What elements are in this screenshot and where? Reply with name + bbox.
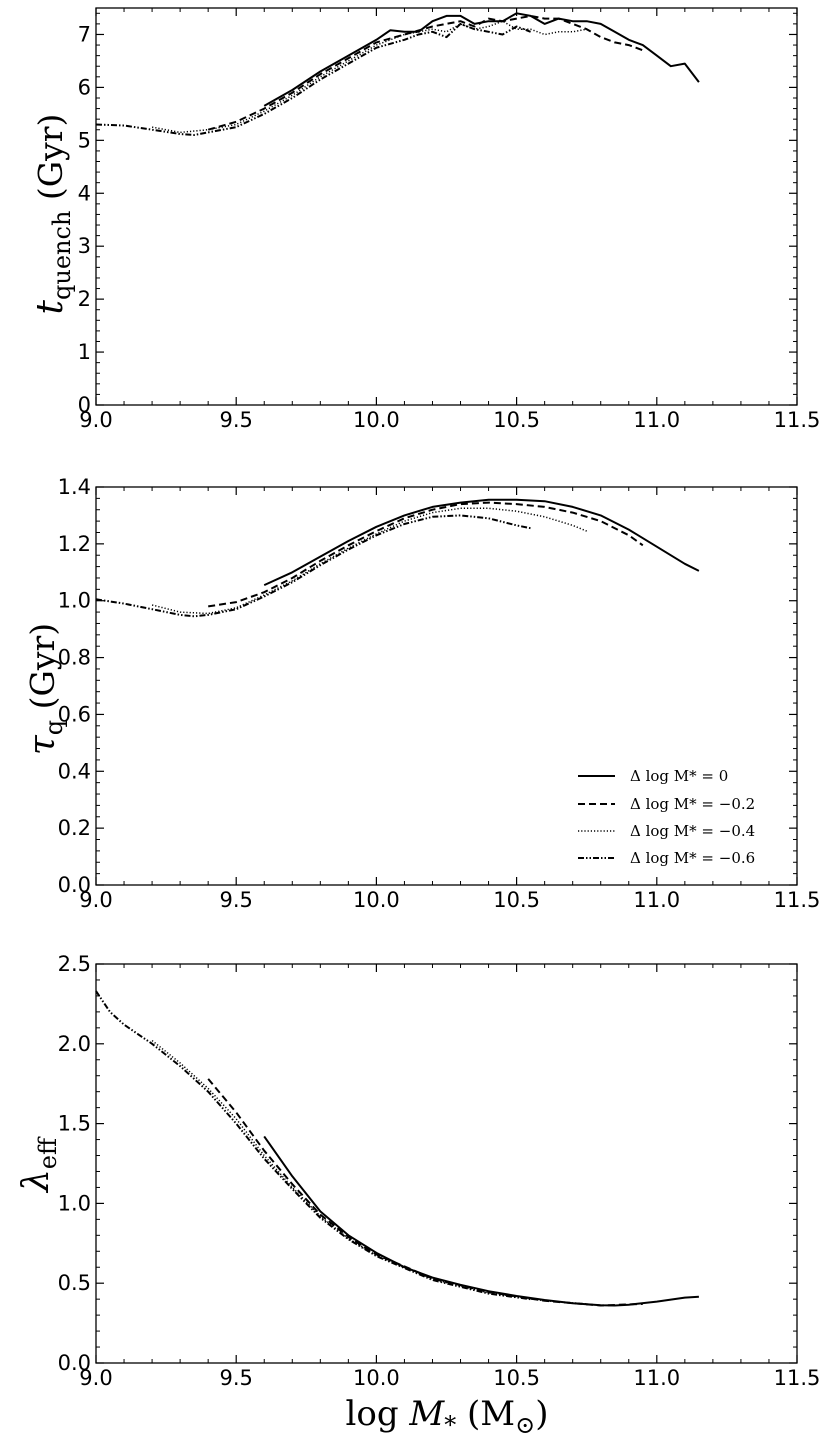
x-tick-label: 10.5 (493, 408, 540, 432)
plot-frame (95, 7, 798, 406)
series-line-dashed (208, 501, 644, 608)
y-tick-label: 1.2 (58, 532, 91, 556)
y-axis-label-var: λ (16, 1169, 57, 1194)
x-tick-label: 9.0 (79, 408, 112, 432)
x-axis-label-pre: log (345, 1394, 409, 1434)
x-tick-label: 9.5 (219, 888, 252, 912)
plot-frame (95, 486, 798, 886)
legend-entry-2: Δ log M* = −0.4 (630, 822, 755, 840)
x-tick-label: 11.0 (633, 1366, 680, 1390)
panel-lambda-eff: 9.0 9.5 10.0 10.5 11.0 11.5 0.0 0.5 1.0 1.5 2.0 2.5… (16, 952, 820, 1390)
y-axis-label: τq (Gyr) (22, 623, 68, 755)
y-tick-label: 2 (78, 287, 91, 311)
x-tick-label: 10.0 (353, 1366, 400, 1390)
series-line-dotted (151, 507, 587, 615)
series-line-solid (263, 12, 700, 107)
series-line-dashed (207, 14, 644, 131)
x-axis-label-sub: * (444, 1411, 456, 1439)
y-tick-label: 7 (78, 22, 91, 46)
y-axis-label-sub: eff (34, 1136, 62, 1169)
legend: Δ log M* = 0 Δ log M* = −0.2 Δ log M* = … (578, 767, 755, 867)
x-tick-label: 10.5 (493, 1366, 540, 1390)
x-axis-label: log M* (M⊙) (345, 1394, 548, 1439)
x-tick-label: 9.5 (219, 1366, 252, 1390)
ticks-layer: 9.0 9.5 10.0 10.5 11.0 11.5 0.0 0.2 0.4 0.6 0.8 1.0… (58, 475, 821, 912)
y-tick-label: 0.0 (58, 873, 91, 897)
series-layer (95, 12, 700, 136)
y-tick-label: 0.6 (58, 702, 91, 726)
y-axis-label-unit: (Gyr) (23, 623, 62, 720)
y-tick-label: 1.0 (58, 1191, 91, 1215)
y-axis-label-sub: q (40, 720, 68, 735)
y-tick-label: 0.8 (58, 646, 91, 670)
legend-entry-3: Δ log M* = −0.6 (630, 849, 755, 867)
x-tick-label: 11.5 (774, 1366, 821, 1390)
y-tick-label: 2.0 (58, 1032, 91, 1056)
x-axis-label-unit: (M (456, 1394, 515, 1434)
x-tick-label: 9.0 (79, 888, 112, 912)
y-tick-label: 1 (78, 340, 91, 364)
series-layer (95, 990, 699, 1307)
x-tick-label: 9.0 (79, 1366, 112, 1390)
y-tick-label: 1.0 (58, 589, 91, 613)
x-tick-label: 9.5 (219, 408, 252, 432)
y-tick-label: 0.0 (58, 1351, 91, 1375)
legend-entry-0: Δ log M* = 0 (630, 767, 728, 785)
y-tick-label: 1.4 (58, 475, 91, 499)
y-tick-label: 0.4 (58, 759, 91, 783)
y-tick-label: 3 (78, 234, 91, 258)
x-tick-label: 10.5 (493, 888, 540, 912)
series-line-dashdot (95, 514, 531, 618)
y-tick-label: 6 (78, 75, 91, 99)
y-tick-label: 0.2 (58, 816, 91, 840)
series-line-dashdot (95, 22, 531, 136)
x-tick-label: 11.0 (633, 888, 680, 912)
x-tick-label: 11.5 (774, 408, 821, 432)
y-axis-label-var: t (30, 299, 71, 314)
y-axis-label-var: τ (22, 734, 63, 755)
y-tick-label: 5 (78, 128, 91, 152)
y-tick-label: 1.5 (58, 1112, 91, 1136)
series-line-solid (263, 498, 700, 587)
x-axis-label-var: M (408, 1394, 445, 1434)
x-axis-label-close: ) (535, 1394, 548, 1434)
panel-tau-q: 9.0 9.5 10.0 10.5 11.0 11.5 0.0 0.2 0.4 0.6 0.8 1.0… (22, 475, 820, 912)
series-line-dashdot (95, 990, 531, 1301)
x-tick-label: 11.5 (774, 888, 821, 912)
y-tick-label: 0.5 (58, 1271, 91, 1295)
ticks-layer: 9.0 9.5 10.0 10.5 11.0 11.5 0.0 0.5 1.0 1.5 2.0 2.5 (58, 952, 821, 1390)
y-axis-label-unit: (Gyr) (31, 114, 70, 211)
legend-entry-1: Δ log M* = −0.2 (630, 795, 755, 813)
x-axis-label-unit-sub: ⊙ (515, 1411, 535, 1439)
x-tick-label: 10.0 (353, 408, 400, 432)
y-tick-label: 2.5 (58, 952, 91, 976)
series-layer (95, 498, 700, 618)
plot-frame (95, 963, 798, 1364)
y-tick-label: 0 (78, 393, 91, 417)
y-axis-label: tquench (Gyr) (30, 114, 76, 315)
x-tick-label: 11.0 (633, 408, 680, 432)
panel-t-quench: 9.0 9.5 10.0 10.5 11.0 11.5 0 1 2 3 4 5 6 7 tquench (… (30, 7, 821, 432)
y-axis-label-sub: quench (48, 211, 76, 300)
series-line-dotted (151, 1040, 587, 1305)
y-axis-label: λeff (16, 1136, 62, 1194)
y-tick-label: 4 (78, 181, 91, 205)
ticks-layer: 9.0 9.5 10.0 10.5 11.0 11.5 0 1 2 3 4 5 6 7 (78, 8, 821, 432)
x-tick-label: 10.0 (353, 888, 400, 912)
